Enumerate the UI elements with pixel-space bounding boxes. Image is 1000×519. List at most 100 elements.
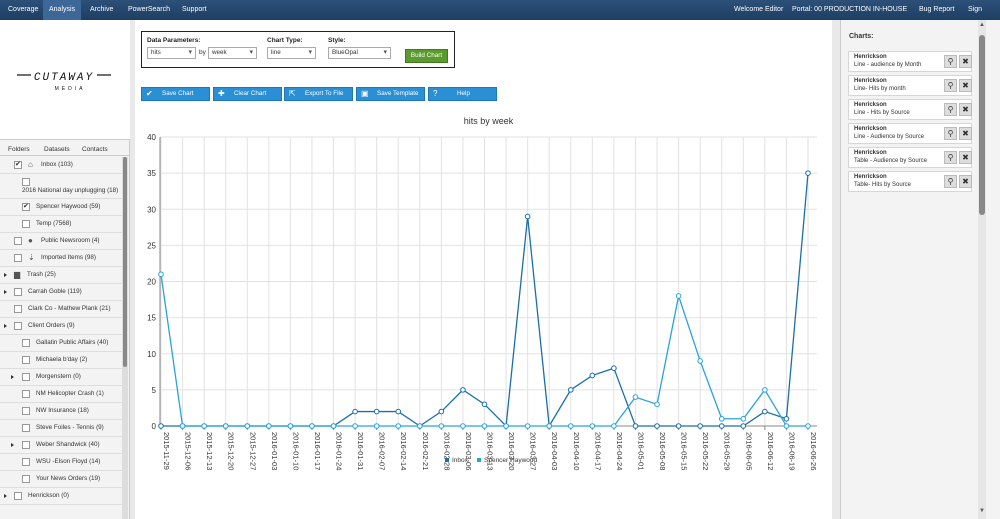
data-select[interactable]: hits <box>147 47 196 59</box>
expand-caret-icon[interactable] <box>4 290 7 294</box>
tree-item[interactable]: Henrickson (0) <box>0 488 122 505</box>
search-icon[interactable]: ⚲ <box>944 79 957 92</box>
folder-checkbox[interactable] <box>22 356 30 364</box>
tab-datasets[interactable]: Datasets <box>44 146 70 153</box>
x-tick-label: 2016-01-03 <box>270 432 279 470</box>
tree-item[interactable]: Spencer Haywood (59) <box>0 199 122 216</box>
tree-item[interactable]: Weber Shandwick (40) <box>0 437 122 454</box>
data-point <box>654 401 660 408</box>
tab-folders[interactable]: Folders <box>8 146 30 153</box>
scroll-up-icon[interactable]: ▲ <box>979 22 985 28</box>
expand-caret-icon[interactable] <box>4 324 7 328</box>
tree-item[interactable]: Carrah Goble (119) <box>0 284 122 301</box>
save-template-label: Save Template <box>377 90 419 97</box>
expand-caret-icon[interactable] <box>4 273 7 277</box>
x-tick-label: 2016-02-28 <box>442 432 451 470</box>
folder-checkbox[interactable] <box>14 322 22 330</box>
folder-checkbox[interactable] <box>22 407 30 415</box>
close-icon[interactable]: ✖ <box>959 55 972 68</box>
tree-item[interactable]: NM Helicopter Crash (1) <box>0 386 122 403</box>
save-template-button[interactable]: ▣ Save Template <box>356 87 425 101</box>
folder-checkbox[interactable] <box>22 390 30 398</box>
tree-item[interactable]: Michaela b'day (2) <box>0 352 122 369</box>
bug-report-link[interactable]: Bug Report <box>919 6 955 13</box>
tree-item[interactable]: ▆ Trash (25) <box>0 267 122 284</box>
folder-checkbox[interactable] <box>14 305 22 313</box>
tree-item[interactable]: NW Insurance (18) <box>0 403 122 420</box>
folder-checkbox[interactable] <box>14 288 22 296</box>
data-point <box>589 423 596 429</box>
style-select[interactable]: BlueOpal <box>328 47 391 59</box>
close-icon[interactable]: ✖ <box>959 127 972 140</box>
search-icon[interactable]: ⚲ <box>944 151 957 164</box>
nav-analysis[interactable]: Analysis <box>43 0 82 20</box>
close-icon[interactable]: ✖ <box>959 175 972 188</box>
close-icon[interactable]: ✖ <box>959 151 972 164</box>
data-point <box>373 423 380 429</box>
folder-checkbox[interactable] <box>22 424 30 432</box>
tree-item[interactable]: Your News Orders (19) <box>0 471 122 488</box>
saved-chart-item[interactable]: Henrickson Line - audience by Month ⚲ ✖ <box>848 51 972 72</box>
tree-item[interactable]: 2016 National day unplugging (18) <box>0 174 122 199</box>
folder-checkbox[interactable] <box>22 220 30 228</box>
tree-item[interactable]: ⌂ Inbox (103) <box>0 157 122 174</box>
portal-selector[interactable]: Portal: 00 PRODUCTION IN-HOUSE <box>792 6 908 13</box>
chart-type-select[interactable]: line <box>267 47 316 59</box>
tree-item[interactable]: Gallatin Public Affairs (40) <box>0 335 122 352</box>
search-icon[interactable]: ⚲ <box>944 127 957 140</box>
legend-swatch <box>477 458 481 462</box>
close-icon[interactable]: ✖ <box>959 79 972 92</box>
save-chart-button[interactable]: ✔ Save Chart <box>141 87 210 101</box>
tree-item-label: 2016 National day unplugging (18) <box>22 187 119 194</box>
expand-caret-icon[interactable] <box>4 494 7 498</box>
tree-item[interactable]: WSU -Elson Floyd (14) <box>0 454 122 471</box>
search-icon[interactable]: ⚲ <box>944 55 957 68</box>
build-chart-button[interactable]: Build Chart <box>405 49 448 63</box>
export-to-file-button[interactable]: ⇱ Export To File <box>284 87 353 101</box>
sign-out-link[interactable]: Sign Out <box>968 6 983 33</box>
tree-item[interactable]: Morgenstern (0) <box>0 369 122 386</box>
search-icon[interactable]: ⚲ <box>944 103 957 116</box>
y-tick-label: 30 <box>147 205 156 214</box>
tree-item[interactable]: ⇣ Imported Items (98) <box>0 250 122 267</box>
folder-checkbox[interactable] <box>14 160 22 169</box>
by-select[interactable]: week <box>208 47 257 59</box>
tree-item[interactable]: Steve Foiles - Tennis (9) <box>0 420 122 437</box>
help-button[interactable]: ? Help <box>428 87 497 101</box>
nav-powersearch[interactable]: PowerSearch <box>128 6 171 13</box>
folder-checkbox[interactable] <box>22 202 30 211</box>
clear-chart-button[interactable]: ✚ Clear Chart <box>213 87 282 101</box>
folder-checkbox[interactable] <box>14 237 22 245</box>
tree-item[interactable]: Client Orders (9) <box>0 318 122 335</box>
expand-caret-icon[interactable] <box>11 375 14 379</box>
scroll-down-icon[interactable]: ▼ <box>979 508 985 514</box>
search-icon[interactable]: ⚲ <box>944 175 957 188</box>
folder-checkbox[interactable] <box>22 441 30 449</box>
expand-caret-icon[interactable] <box>11 443 14 447</box>
nav-archive[interactable]: Archive <box>90 6 114 13</box>
saved-chart-item[interactable]: Henrickson Table- Hits by Source ⚲ ✖ <box>848 171 972 192</box>
folder-checkbox[interactable] <box>14 254 22 262</box>
x-tick-label: 2015-12-13 <box>205 432 214 470</box>
tree-item[interactable]: ● Public Newsroom (4) <box>0 233 122 250</box>
folder-checkbox[interactable] <box>22 475 30 483</box>
folder-checkbox[interactable] <box>22 178 30 186</box>
saved-chart-item[interactable]: Henrickson Line- Hits by month ⚲ ✖ <box>848 75 972 96</box>
folder-tree-scrollbar[interactable] <box>122 157 128 519</box>
folder-checkbox[interactable] <box>22 373 30 381</box>
nav-support[interactable]: Support <box>182 6 207 13</box>
close-icon[interactable]: ✖ <box>959 103 972 116</box>
x-tick-label: 2016-02-07 <box>378 432 387 470</box>
folder-checkbox[interactable] <box>14 492 22 500</box>
folder-checkbox[interactable] <box>22 339 30 347</box>
nav-coverage[interactable]: Coverage <box>8 6 39 13</box>
tree-item[interactable]: Temp (7568) <box>0 216 122 233</box>
folder-checkbox[interactable] <box>22 458 30 466</box>
tab-contacts[interactable]: Contacts <box>82 146 108 153</box>
x-tick-label: 2016-04-03 <box>550 432 559 470</box>
tree-item[interactable]: Clark Co - Mathew Plank (21) <box>0 301 122 318</box>
saved-chart-item[interactable]: Henrickson Table - Audience by Source ⚲ ✖ <box>848 147 972 168</box>
right-panel-scrollbar[interactable] <box>978 20 986 519</box>
saved-chart-item[interactable]: Henrickson Line - Audience by Source ⚲ ✖ <box>848 123 972 144</box>
saved-chart-item[interactable]: Henrickson Line - Hits by Source ⚲ ✖ <box>848 99 972 120</box>
